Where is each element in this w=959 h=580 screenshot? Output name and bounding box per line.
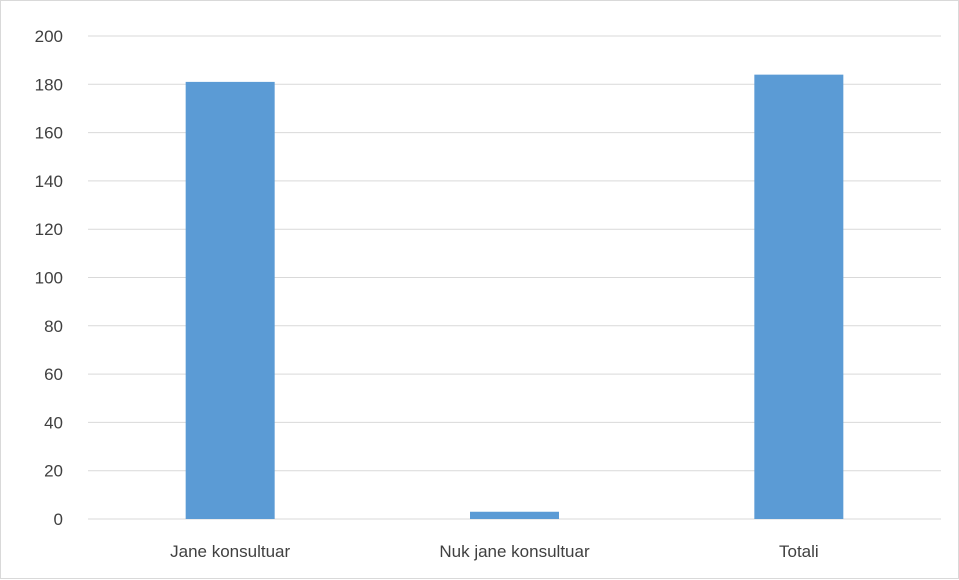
x-category-label: Nuk jane konsultuar xyxy=(439,542,590,561)
y-tick-label: 160 xyxy=(35,124,63,143)
y-tick-label: 60 xyxy=(44,365,63,384)
bar xyxy=(185,81,275,519)
bar xyxy=(470,511,559,519)
y-tick-label: 120 xyxy=(35,220,63,239)
bar xyxy=(754,74,844,519)
x-category-label: Totali xyxy=(779,542,819,561)
y-tick-label: 180 xyxy=(35,75,63,94)
y-tick-label: 20 xyxy=(44,462,63,481)
y-tick-label: 140 xyxy=(35,172,63,191)
y-tick-label: 200 xyxy=(35,27,63,46)
y-tick-label: 0 xyxy=(54,510,63,529)
y-tick-label: 80 xyxy=(44,317,63,336)
y-tick-label: 100 xyxy=(35,269,63,288)
y-tick-label: 40 xyxy=(44,413,63,432)
x-category-label: Jane konsultuar xyxy=(170,542,290,561)
